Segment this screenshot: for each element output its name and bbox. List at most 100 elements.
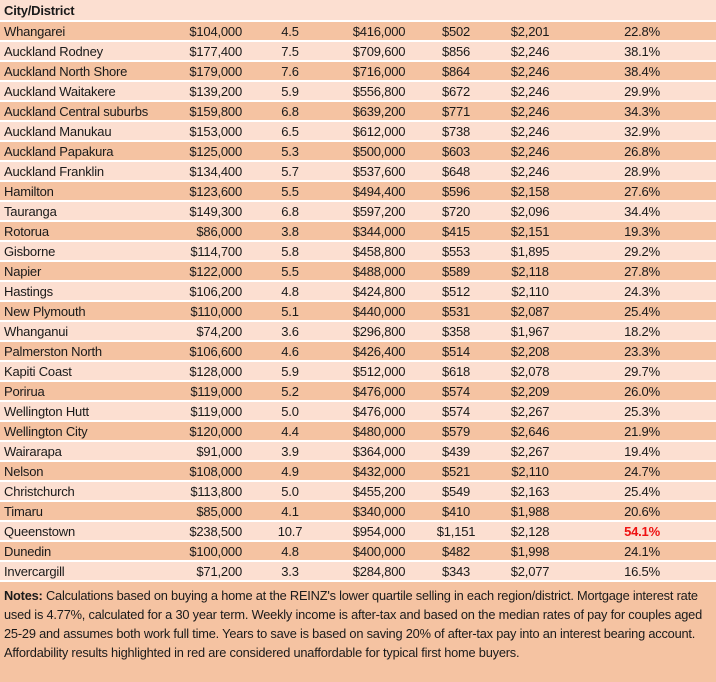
city-cell: Christchurch bbox=[4, 483, 75, 499]
value-cell: 32.9% bbox=[624, 123, 660, 139]
value-cell: 25.3% bbox=[624, 403, 660, 419]
column-header-city-district: City/District bbox=[4, 2, 75, 18]
table-row: Whangarei $104,000 4.5 $416,000 $502 $2,201 22… bbox=[0, 22, 716, 42]
value-cell: $106,200 bbox=[189, 283, 242, 299]
value-cell: $149,300 bbox=[189, 203, 242, 219]
value-cell: $364,000 bbox=[352, 443, 406, 459]
value-cell: $574 bbox=[441, 383, 471, 399]
value-cell: $2,151 bbox=[510, 223, 550, 239]
city-cell: Whangarei bbox=[4, 23, 66, 39]
table-row: Auckland Manukau $153,000 6.5 $612,000 $738 $… bbox=[0, 122, 716, 142]
value-cell: 19.4% bbox=[624, 443, 660, 459]
value-cell: $2,246 bbox=[510, 143, 550, 159]
table-row: Timaru $85,000 4.1 $340,000 $410 $1,988 20.6% bbox=[0, 502, 716, 522]
table-row: Auckland Rodney $177,400 7.5 $709,600 $856 $2… bbox=[0, 42, 716, 62]
value-cell: $2,096 bbox=[510, 203, 550, 219]
value-cell: 5.3 bbox=[281, 143, 299, 159]
value-cell: 29.2% bbox=[624, 243, 660, 259]
value-cell: $139,200 bbox=[189, 83, 242, 99]
value-cell: 27.8% bbox=[624, 263, 660, 279]
value-cell: $410 bbox=[441, 503, 471, 519]
value-cell: $2,163 bbox=[510, 483, 550, 499]
value-cell: $284,800 bbox=[352, 563, 406, 579]
value-cell: 3.8 bbox=[281, 223, 299, 239]
table-row: Porirua $119,000 5.2 $476,000 $574 $2,209 26.0… bbox=[0, 382, 716, 402]
value-cell: $2,246 bbox=[510, 123, 550, 139]
value-cell: 22.8% bbox=[624, 23, 660, 39]
table-row: Napier $122,000 5.5 $488,000 $589 $2,118 27.8% bbox=[0, 262, 716, 282]
table-row: Rotorua $86,000 3.8 $344,000 $415 $2,151 19.3% bbox=[0, 222, 716, 242]
value-cell: $856 bbox=[441, 43, 471, 59]
value-cell: 5.2 bbox=[281, 383, 299, 399]
value-cell: 7.5 bbox=[281, 43, 299, 59]
value-cell: $108,000 bbox=[189, 463, 242, 479]
city-cell: Auckland Papakura bbox=[4, 143, 114, 159]
table-row: Auckland Waitakere $139,200 5.9 $556,800 $67… bbox=[0, 82, 716, 102]
value-cell: $159,800 bbox=[189, 103, 242, 119]
table-row: Wairarapa $91,000 3.9 $364,000 $439 $2,267 19.… bbox=[0, 442, 716, 462]
value-cell: 24.1% bbox=[624, 543, 660, 559]
value-cell: 6.8 bbox=[281, 203, 299, 219]
value-cell: $424,800 bbox=[352, 283, 406, 299]
value-cell: $556,800 bbox=[352, 83, 406, 99]
value-cell: $2,128 bbox=[510, 523, 550, 539]
value-cell: $531 bbox=[441, 303, 471, 319]
value-cell: $153,000 bbox=[189, 123, 242, 139]
value-cell: 5.5 bbox=[281, 183, 299, 199]
value-cell: $512,000 bbox=[352, 363, 406, 379]
notes: Notes: Calculations based on buying a ho… bbox=[0, 582, 716, 682]
value-cell: $738 bbox=[441, 123, 471, 139]
city-cell: Wellington City bbox=[4, 423, 88, 439]
value-cell: $648 bbox=[441, 163, 471, 179]
value-cell: 4.9 bbox=[281, 463, 299, 479]
value-cell: $864 bbox=[441, 63, 471, 79]
value-cell: $122,000 bbox=[189, 263, 242, 279]
city-cell: Auckland Manukau bbox=[4, 123, 112, 139]
table-row: Kapiti Coast $128,000 5.9 $512,000 $618 $2,07… bbox=[0, 362, 716, 382]
value-cell: 4.1 bbox=[281, 503, 299, 519]
value-cell: 7.6 bbox=[281, 63, 299, 79]
value-cell: 5.0 bbox=[281, 403, 299, 419]
value-cell: 21.9% bbox=[624, 423, 660, 439]
value-cell: $91,000 bbox=[196, 443, 242, 459]
value-cell: $177,400 bbox=[189, 43, 242, 59]
value-cell: $125,000 bbox=[189, 143, 242, 159]
value-cell: $455,200 bbox=[352, 483, 406, 499]
table-row: Hastings $106,200 4.8 $424,800 $512 $2,110 24.… bbox=[0, 282, 716, 302]
table-row: Tauranga $149,300 6.8 $597,200 $720 $2,096 34.… bbox=[0, 202, 716, 222]
value-cell: 54.1% bbox=[624, 523, 660, 539]
value-cell: 4.8 bbox=[281, 283, 299, 299]
value-cell: $1,967 bbox=[510, 323, 550, 339]
value-cell: $432,000 bbox=[352, 463, 406, 479]
city-cell: Hamilton bbox=[4, 183, 54, 199]
value-cell: $494,400 bbox=[352, 183, 406, 199]
value-cell: $603 bbox=[441, 143, 471, 159]
value-cell: $2,246 bbox=[510, 83, 550, 99]
value-cell: $579 bbox=[441, 423, 471, 439]
value-cell: 16.5% bbox=[624, 563, 660, 579]
value-cell: 18.2% bbox=[624, 323, 660, 339]
value-cell: 24.3% bbox=[624, 283, 660, 299]
value-cell: 5.0 bbox=[281, 483, 299, 499]
city-cell: Hastings bbox=[4, 283, 53, 299]
city-cell: Auckland Franklin bbox=[4, 163, 104, 179]
city-cell: Gisborne bbox=[4, 243, 56, 259]
value-cell: $343 bbox=[441, 563, 471, 579]
city-cell: Invercargill bbox=[4, 563, 65, 579]
value-cell: $106,600 bbox=[189, 343, 242, 359]
value-cell: $2,208 bbox=[510, 343, 550, 359]
value-cell: $358 bbox=[441, 323, 471, 339]
value-cell: $549 bbox=[441, 483, 471, 499]
value-cell: $2,077 bbox=[510, 563, 550, 579]
table-row: Wellington Hutt $119,000 5.0 $476,000 $574 $2… bbox=[0, 402, 716, 422]
value-cell: $612,000 bbox=[352, 123, 406, 139]
table-row: Wellington City $120,000 4.4 $480,000 $579 $2… bbox=[0, 422, 716, 442]
value-cell: $134,400 bbox=[189, 163, 242, 179]
value-cell: $415 bbox=[441, 223, 471, 239]
value-cell: $553 bbox=[441, 243, 471, 259]
value-cell: $589 bbox=[441, 263, 471, 279]
value-cell: $123,600 bbox=[189, 183, 242, 199]
value-cell: 25.4% bbox=[624, 303, 660, 319]
table-header-row: City/District bbox=[0, 0, 716, 22]
value-cell: 20.6% bbox=[624, 503, 660, 519]
